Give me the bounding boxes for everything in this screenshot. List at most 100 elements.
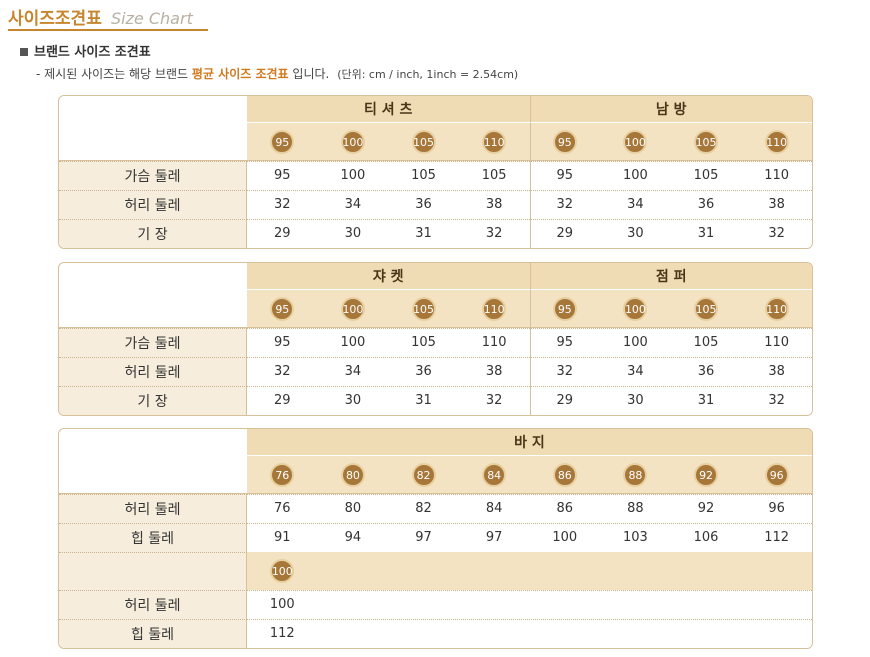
size-badge: 95	[552, 297, 577, 321]
size-cell: 95	[530, 123, 601, 161]
cell-value: 30	[344, 393, 362, 408]
size-badge: 84	[482, 463, 507, 487]
note: - 제시된 사이즈는 해당 브랜드 평균 사이즈 조견표 입니다. (단위: c…	[36, 65, 518, 82]
size-badge: 88	[623, 463, 648, 487]
cell-value: 100	[623, 335, 648, 350]
cell-value: 34	[344, 197, 362, 212]
cell-value: 112	[269, 626, 295, 641]
cell-value: 38	[485, 364, 503, 379]
row-bg	[247, 523, 812, 553]
size-badge: 110	[764, 130, 789, 154]
cell-value: 105	[693, 335, 719, 350]
row-label: 가슴 둘레	[59, 161, 247, 190]
row-bg	[247, 619, 812, 648]
cell-value: 100	[340, 335, 366, 350]
group-name: 티 셔 츠	[247, 96, 530, 123]
size-badge: 105	[694, 130, 719, 154]
cell-value: 94	[344, 530, 362, 545]
header-rule	[59, 493, 812, 494]
cell-value: 95	[556, 335, 574, 350]
cell-value: 110	[764, 168, 790, 183]
size-badge: 100	[340, 297, 365, 321]
cell-value: 76	[274, 501, 291, 516]
cell-value: 91	[274, 530, 291, 545]
cell-value: 29	[556, 226, 574, 241]
size-cell: 110	[741, 290, 812, 328]
size-badge: 92	[694, 463, 719, 487]
group-name: 쟈 켓	[247, 263, 530, 290]
cell-value: 105	[411, 168, 436, 183]
cell-value: 100	[552, 530, 578, 545]
note-text: - 제시된 사이즈는 해당 브랜드	[36, 67, 189, 81]
title: 사이즈조견표	[8, 9, 102, 29]
cell-value: 84	[485, 501, 503, 516]
cell-value: 32	[768, 393, 785, 408]
cell-value: 30	[627, 393, 644, 408]
row-label: 힙 둘레	[59, 523, 247, 552]
page-header: 사이즈조견표 Size Chart	[8, 4, 193, 29]
size-badge: 86	[552, 463, 577, 487]
cell-value: 95	[556, 168, 574, 183]
cell-value: 36	[415, 364, 432, 379]
cell-value: 31	[415, 393, 432, 408]
size-badge: 105	[694, 297, 719, 321]
row-label: 허리 둘레	[59, 590, 247, 619]
cell-value: 38	[768, 197, 785, 212]
cell-value: 29	[274, 226, 291, 241]
cell-value: 110	[764, 335, 790, 350]
row-label: 허리 둘레	[59, 190, 247, 219]
cell-value: 95	[274, 168, 291, 183]
size-cell: 96	[741, 456, 812, 494]
cell-value: 100	[623, 168, 648, 183]
cell-value: 36	[697, 197, 715, 212]
size-cell: 105	[388, 290, 459, 328]
row-label: 기 장	[59, 219, 247, 248]
size-table: 바 지 76 80 82 84 86 88 92 96 허리 둘레 76 80 82 84 86 88 92 96…	[58, 428, 813, 649]
cell-value: 32	[274, 197, 291, 212]
size-cell: 105	[388, 123, 459, 161]
size-cell: 110	[459, 290, 530, 328]
extra-size-bg	[247, 552, 812, 590]
size-badge: 95	[552, 130, 577, 154]
size-cell: 92	[671, 456, 742, 494]
cell-value: 105	[693, 168, 719, 183]
size-cell: 100	[318, 290, 389, 328]
header-rule	[59, 327, 812, 328]
note-unit: (단위: cm / inch, 1inch = 2.54cm)	[337, 68, 519, 81]
cell-value: 34	[627, 364, 644, 379]
cell-value: 97	[485, 530, 503, 545]
header-label-cell	[59, 96, 248, 161]
group-divider	[529, 328, 531, 415]
section-title: 브랜드 사이즈 조견표	[34, 45, 151, 60]
size-cell: 100	[600, 290, 671, 328]
cell-value: 96	[768, 501, 785, 516]
cell-value: 86	[556, 501, 574, 516]
cell-value: 32	[556, 197, 574, 212]
size-badge: 80	[340, 463, 365, 487]
size-badge: 95	[270, 297, 295, 321]
cell-value: 38	[485, 197, 503, 212]
size-table: 티 셔 츠 95 100 105 110 남 방 95 100 105 110 가슴 둘레 95 100…	[58, 95, 813, 249]
size-badge: 82	[411, 463, 436, 487]
size-cell: 100	[247, 552, 318, 590]
note-text: 입니다.	[292, 67, 330, 81]
size-cell: 105	[671, 123, 742, 161]
size-cell: 80	[318, 456, 389, 494]
title-underline	[8, 29, 208, 31]
size-cell: 76	[247, 456, 318, 494]
size-badge: 110	[764, 297, 789, 321]
size-cell: 95	[247, 123, 318, 161]
size-cell: 105	[671, 290, 742, 328]
size-badge: 105	[411, 297, 436, 321]
size-cell: 110	[459, 123, 530, 161]
size-cell: 100	[600, 123, 671, 161]
size-cell: 86	[530, 456, 601, 494]
group-name: 점 퍼	[529, 263, 812, 290]
cell-value: 105	[411, 335, 436, 350]
cell-value: 34	[627, 197, 644, 212]
row-label: 허리 둘레	[59, 494, 247, 523]
cell-value: 82	[415, 501, 432, 516]
cell-value: 100	[340, 168, 366, 183]
size-badge: 100	[340, 130, 365, 154]
